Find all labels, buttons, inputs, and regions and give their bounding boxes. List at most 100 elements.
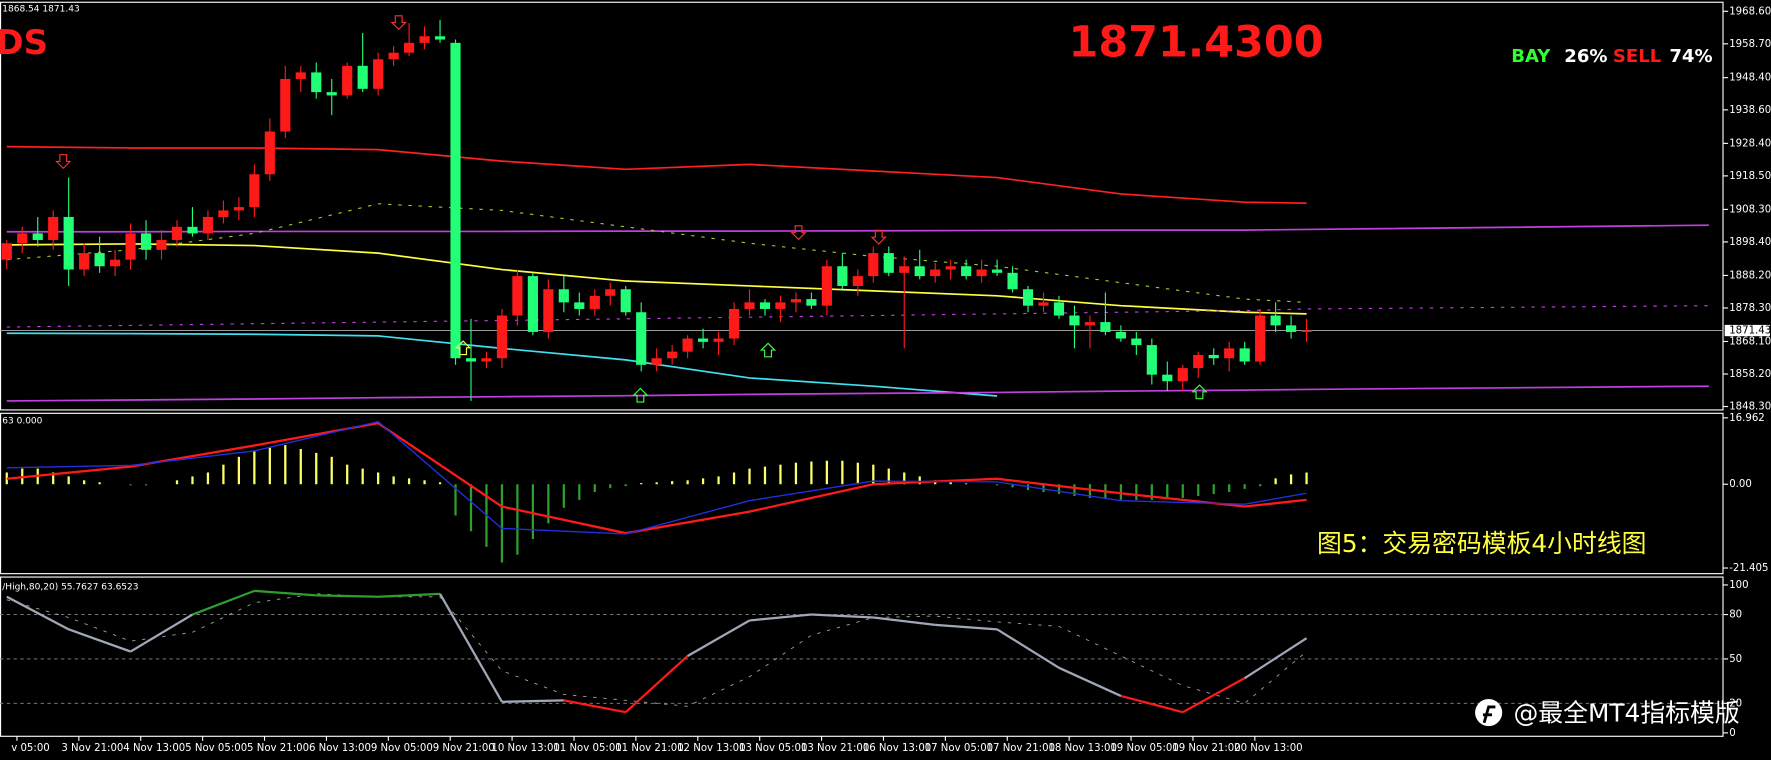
candle-body: [543, 289, 554, 332]
price: 1871.4300: [1068, 17, 1323, 67]
x-tick-label: 17 Nov 05:00: [925, 743, 993, 754]
stoch-segment: [624, 655, 689, 714]
x-tick-label: 11 Nov 05:00: [553, 743, 621, 754]
y-tick-label: 1948.40: [1729, 73, 1771, 84]
stoch-segment: [6, 595, 70, 631]
candle-body: [280, 78, 291, 132]
candle-body: [404, 42, 415, 53]
candle-body: [589, 295, 600, 309]
plot: 1968.60 1958.70 1948.40 1938.60 1928.40 1918.…: [0, 6, 1771, 754]
candle-body: [1, 243, 12, 260]
candle-body: [311, 72, 322, 93]
x-tick-label: 11 Nov 21:00: [615, 743, 683, 754]
y-tick-label: 1888.20: [1729, 270, 1771, 281]
y-tick-label: 1928.40: [1729, 138, 1771, 149]
candle-body: [140, 233, 152, 250]
candle-body: [1053, 302, 1065, 316]
candle-body: [790, 299, 802, 303]
stoch-header: /High,80,20) 55.7627 63.6523: [2, 582, 139, 592]
buy-arrow: [1191, 384, 1208, 400]
y-tick-label: 1958.70: [1729, 39, 1771, 50]
indicator-line: [6, 593, 1307, 707]
y-tick-label: 1918.50: [1729, 171, 1771, 182]
candle-body: [373, 59, 384, 89]
candle-body: [342, 65, 353, 96]
stoch-segment: [254, 589, 317, 597]
y-tick-label: 1968.60: [1729, 6, 1771, 17]
candle-body: [821, 266, 832, 306]
candle-body: [992, 269, 1003, 273]
candle-body: [264, 131, 275, 175]
x-tick-label: 9 Nov 05:00: [371, 743, 433, 754]
ohlc-text: 1868.54 1871.43: [2, 4, 80, 14]
candle-body: [914, 266, 925, 277]
y-tick-label: 100: [1729, 580, 1748, 591]
y-tick-label: 1938.60: [1729, 105, 1771, 116]
buy-label: BAY: [1511, 46, 1551, 67]
x-tick-label: 19 Nov 05:00: [1110, 743, 1178, 754]
x-tick-label: 16 Nov 13:00: [863, 743, 931, 754]
stoch-segment: [378, 592, 441, 598]
buy-pct: 26%: [1564, 46, 1607, 67]
candle-body: [512, 276, 523, 316]
stoch-segment: [129, 613, 194, 653]
candle-body: [326, 92, 337, 96]
candle-body: [713, 338, 724, 342]
y-tick-label: -21.405: [1729, 563, 1768, 574]
candle-body: [1270, 315, 1281, 326]
candle-body: [1146, 345, 1157, 375]
x-tick-label: 10 Nov 13:00: [491, 743, 559, 754]
x-tick-label: 4 Nov 13:00: [123, 743, 185, 754]
candle-body: [698, 338, 709, 342]
candle-body: [883, 253, 894, 273]
indicator-line: [6, 243, 1307, 315]
buy-arrow: [759, 342, 777, 358]
x-tick-label: 5 Nov 21:00: [247, 743, 309, 754]
candle-body: [1208, 354, 1219, 359]
y-tick-label: 16.962: [1729, 413, 1765, 424]
candle-body: [1162, 374, 1173, 382]
candle-body: [233, 207, 244, 211]
y-tick-label: 1848.30: [1729, 402, 1771, 413]
x-tick-label: v 05:00: [11, 743, 50, 754]
buy-arrow: [632, 387, 649, 403]
y-tick-label: 1908.30: [1729, 204, 1771, 215]
candle-body: [1100, 322, 1111, 332]
watermark-logo-mark: [1482, 705, 1496, 724]
candle-body: [868, 253, 879, 277]
candle-body: [651, 358, 662, 365]
candle-body: [17, 233, 28, 244]
candle-body: [32, 233, 43, 240]
candle-body: [171, 226, 183, 240]
candle-body: [187, 226, 198, 234]
y-tick-label: 0: [1729, 728, 1735, 739]
stoch-segment: [749, 613, 812, 622]
annotation: 图5：交易密码模板4小时线图: [1317, 529, 1647, 558]
candle-body: [667, 351, 678, 359]
indicator-line: [6, 420, 1307, 535]
candle-body: [744, 302, 755, 309]
indicator-line: [6, 305, 1709, 328]
candle-body: [899, 266, 910, 273]
stoch-segment: [68, 628, 131, 653]
candle-body: [1286, 325, 1297, 332]
candle-body: [295, 72, 306, 79]
candle-body: [388, 52, 399, 60]
candle-body: [775, 302, 786, 309]
candle-body: [110, 259, 121, 267]
candle-body: [125, 233, 136, 260]
candle-body: [806, 299, 817, 306]
candle-body: [1301, 330, 1312, 332]
candle-body: [728, 308, 740, 339]
watermark-logo: [1475, 699, 1503, 727]
indicator-line: [6, 421, 1307, 535]
candle-body: [976, 269, 987, 277]
candle-body: [574, 302, 585, 309]
sell-arrow: [870, 229, 887, 245]
candle-body: [1224, 348, 1235, 359]
candle-body: [1115, 331, 1126, 339]
candle-body: [852, 276, 863, 286]
y-tick-label: 1898.40: [1729, 237, 1771, 248]
candle-body: [63, 216, 74, 270]
